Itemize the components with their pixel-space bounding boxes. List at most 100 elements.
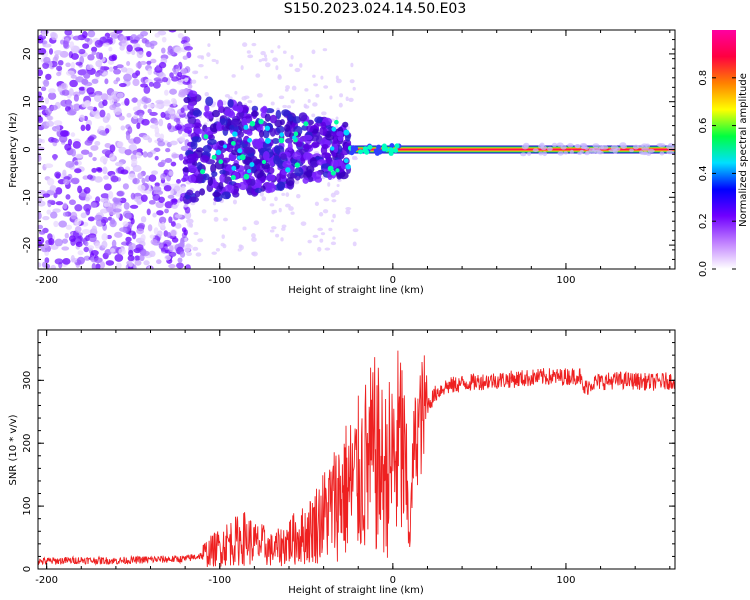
noise-blob [177,33,184,39]
noise-blob [53,192,58,199]
faint-blob [253,220,260,226]
noise-blob [48,88,56,94]
noise-blob [54,50,63,55]
noise-blob [118,115,125,121]
faint-blob [307,239,312,244]
highlight-blob [243,124,249,130]
faint-blob [261,196,267,202]
faint-blob [286,105,292,109]
faint-blob [352,241,357,247]
faint-blob [307,98,311,103]
noise-blob [167,107,174,115]
noise-blob [187,84,193,89]
noise-blob [84,37,90,42]
faint-blob [330,241,337,246]
noise-blob [147,108,152,114]
cluster-blob [207,138,217,145]
faint-blob [204,92,209,97]
noise-blob [108,46,113,52]
carrier-halo [527,151,532,156]
noise-blob [170,221,176,227]
faint-blob [189,223,194,228]
faint-blob [330,219,335,223]
cluster-blob [287,113,294,122]
cluster-blob [262,151,270,161]
noise-blob [104,142,112,148]
noise-blob [182,55,188,60]
noise-blob [72,140,81,149]
noise-blob [160,159,166,165]
noise-blob [99,155,108,164]
carrier-halo [538,151,544,156]
noise-blob [72,35,82,41]
noise-blob [124,149,132,156]
noise-blob [94,140,101,146]
y-tick-label: 200 [22,434,33,453]
noise-blob [38,190,47,195]
noise-blob [50,32,58,41]
x-tick-label: -100 [208,575,231,586]
faint-blob [212,201,217,206]
noise-blob [82,31,88,39]
faint-blob [258,58,262,63]
carrier-halo [532,148,539,153]
highlight-blob [285,167,291,173]
highlight-blob [246,168,252,174]
faint-blob [345,96,349,102]
noise-blob [46,115,54,121]
faint-blob [350,62,354,68]
faint-blob [275,65,279,71]
faint-blob [290,55,294,60]
cluster-blob [238,181,249,191]
faint-blob [255,73,261,78]
cluster-blob [221,191,232,200]
noise-blob [94,39,104,48]
noise-blob [38,106,43,111]
noise-blob [143,97,152,104]
noise-blob [135,61,143,69]
noise-blob [170,229,177,237]
carrier-halo [657,143,666,148]
noise-blob [88,234,97,243]
faint-blob [261,57,266,62]
noise-blob [128,260,133,268]
cluster-blob [182,173,189,182]
carrier-halo [567,143,574,148]
carrier-halo [563,151,568,155]
noise-blob [170,161,177,167]
noise-blob [147,137,153,143]
cluster-blob [321,152,332,159]
noise-blob [95,60,103,68]
noise-blob [124,98,130,106]
carrier-halo [547,146,553,152]
noise-blob [104,78,109,85]
cluster-blob [262,129,270,139]
faint-blob [263,54,267,58]
carrier-halo [574,144,581,149]
noise-blob [68,88,74,96]
noise-blob [111,239,117,248]
noise-blob [69,235,76,243]
noise-blob [161,47,166,54]
faint-blob [240,65,244,71]
noise-blob [120,125,126,131]
cluster-blob [269,114,278,124]
cluster-blob [226,118,233,127]
faint-blob [201,209,207,214]
noise-blob [88,152,93,158]
x-tick-label: -200 [35,275,58,286]
faint-blob [197,238,204,243]
faint-blob [345,209,351,215]
noise-blob [50,264,57,269]
faint-blob [274,196,278,202]
cluster-blob [187,174,197,183]
noise-blob [131,72,139,79]
noise-blob [180,145,189,152]
faint-blob [303,103,307,109]
cluster-blob [321,143,329,150]
noise-blob [42,62,50,69]
noise-blob [48,237,55,246]
faint-blob [281,224,287,228]
cluster-blob [191,136,199,143]
faint-blob [213,216,219,222]
